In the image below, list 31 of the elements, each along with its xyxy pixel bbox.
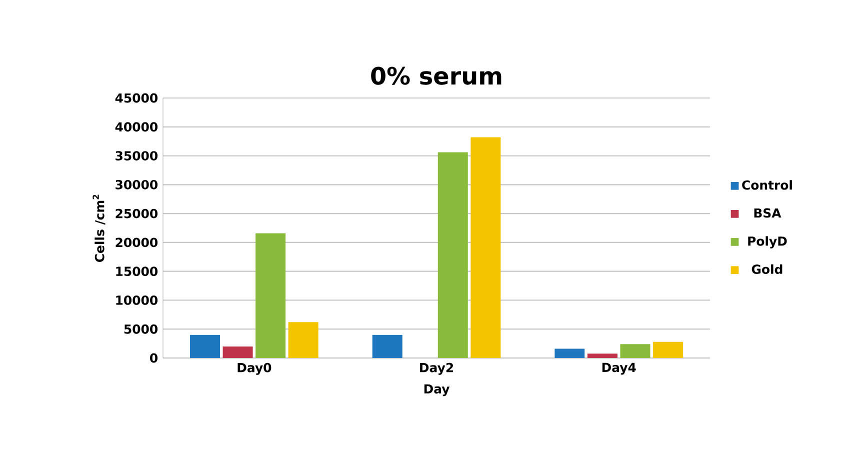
bar: [620, 344, 650, 358]
y-tick-label: 10000: [116, 296, 158, 305]
bar: [470, 137, 501, 358]
x-tick-label: Day2: [420, 362, 454, 375]
x-tick-label: Day0: [238, 362, 272, 375]
bar: [288, 322, 318, 358]
legend-label: Gold: [752, 264, 782, 274]
y-tick-label: 20000: [116, 238, 158, 248]
bar: [652, 342, 683, 358]
y-axis-title: Cells /cm$^{2}$: [92, 194, 106, 262]
bar: [554, 348, 585, 358]
legend-label: BSA: [754, 208, 782, 218]
legend-label: PolyD: [748, 236, 787, 248]
bar: [587, 354, 618, 358]
y-tick-label: 40000: [115, 122, 158, 132]
y-tick-label: 25000: [116, 208, 158, 218]
bar: [256, 233, 286, 358]
y-tick-label: 35000: [116, 151, 158, 160]
legend-label: Control: [742, 180, 792, 190]
bar: [222, 346, 253, 358]
x-tick-label: Day4: [602, 362, 636, 375]
y-tick-label: 45000: [115, 93, 158, 103]
y-tick-label: 0: [150, 353, 158, 363]
y-tick-label: 5000: [124, 324, 158, 334]
chart-title: 0% serum: [371, 66, 502, 85]
y-tick-label: 15000: [116, 266, 158, 276]
bar: [372, 334, 402, 358]
bar: [190, 334, 220, 358]
y-tick-label: 30000: [116, 180, 158, 190]
x-axis-title: Day: [424, 384, 450, 396]
bar: [438, 152, 468, 358]
